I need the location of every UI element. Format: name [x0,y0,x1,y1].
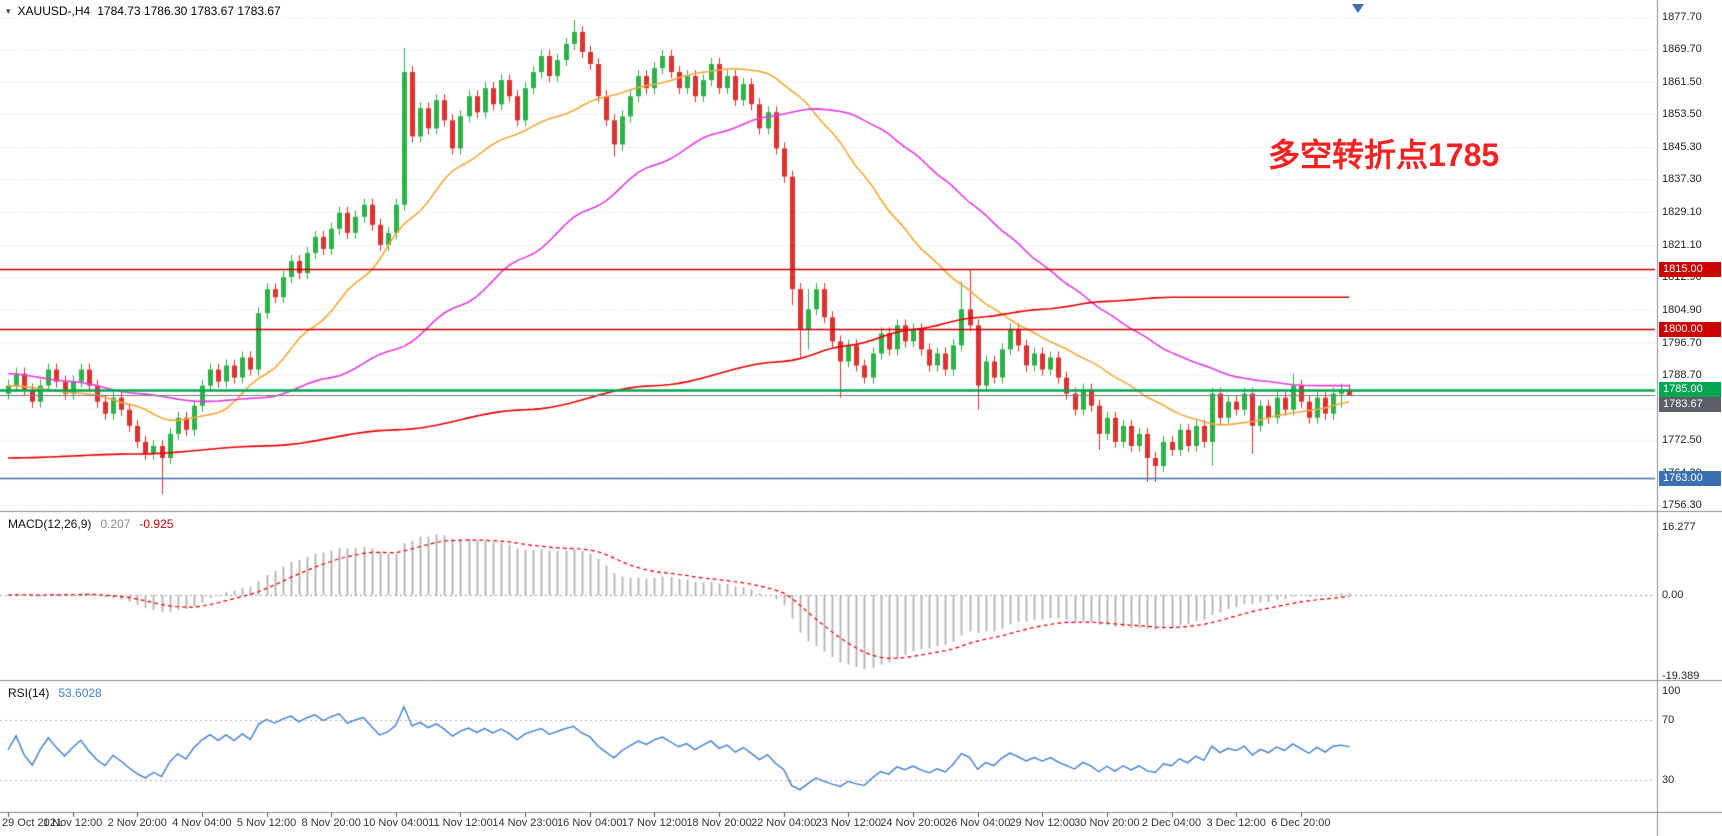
ohlc-values-label: 1784.73 1786.30 1783.67 1783.67 [97,4,281,18]
rsi-value: 53.6028 [58,686,102,700]
macd-params-label: MACD(12,26,9) [8,517,92,531]
macd-main-value: 0.207 [100,517,131,531]
macd-indicator-label: MACD(12,26,9) 0.207 -0.925 [8,517,173,531]
chart-annotation-text[interactable]: 多空转折点1785 [1268,137,1500,173]
chart-shift-marker-icon[interactable] [1352,4,1364,13]
rsi-params-label: RSI(14) [8,686,50,700]
symbol-marker-icon: ▾ [6,5,11,16]
symbol-timeframe-label: XAUUSD-,H4 [17,4,91,18]
macd-signal-value: -0.925 [139,517,174,531]
rsi-indicator-label: RSI(14) 53.6028 [8,686,102,700]
chart-title: ▾ XAUUSD-,H4 1784.73 1786.30 1783.67 178… [6,4,281,18]
